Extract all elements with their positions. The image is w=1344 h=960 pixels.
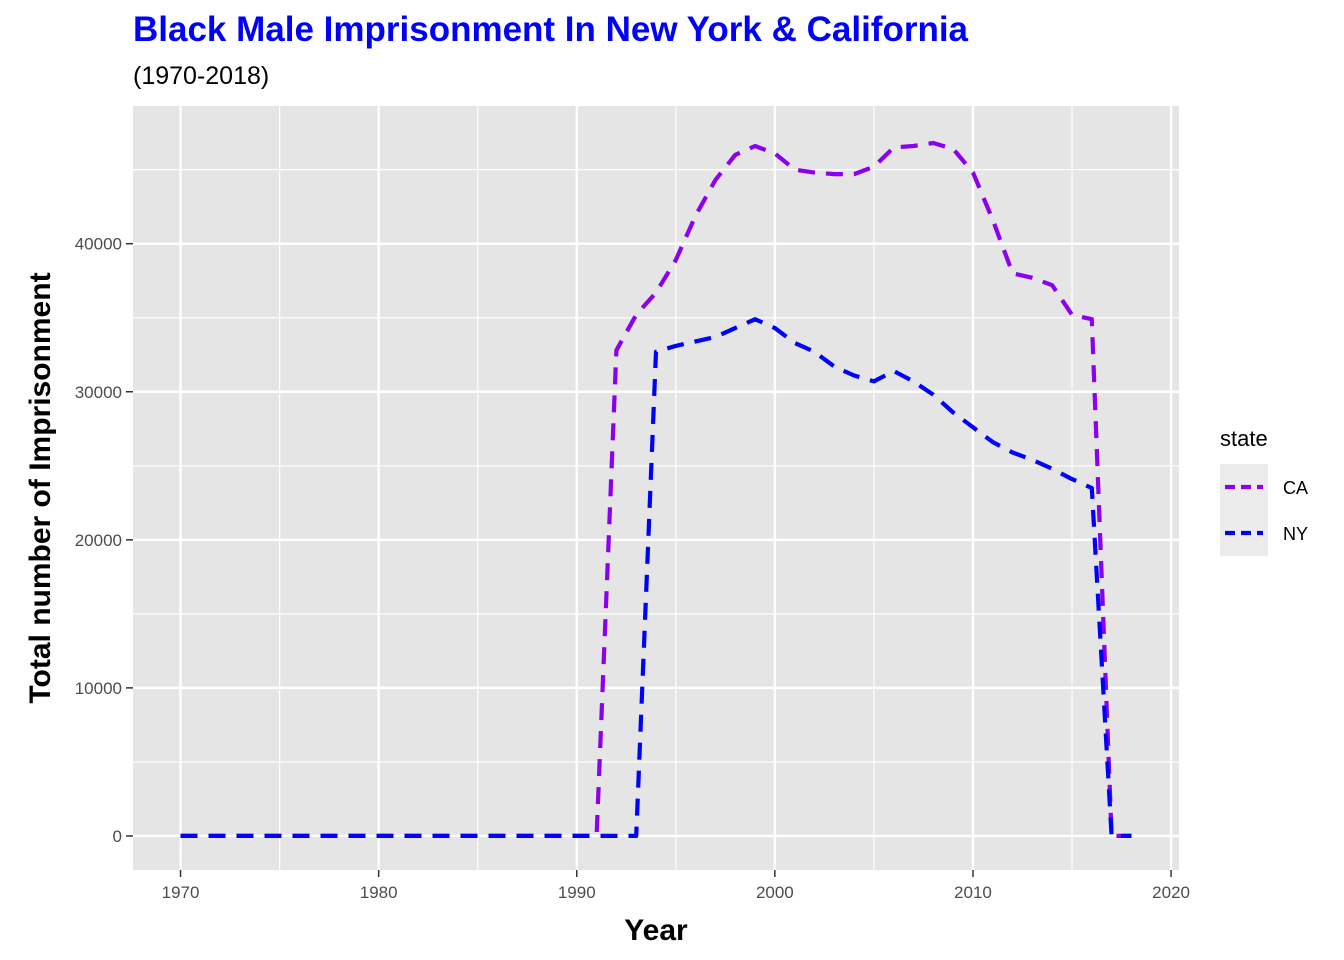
x-axis-title: Year — [624, 914, 688, 947]
plot-panel — [133, 106, 1179, 870]
x-tick-label: 2010 — [954, 883, 992, 902]
y-tick-label: 40000 — [75, 235, 122, 254]
x-tick-label: 2000 — [756, 883, 794, 902]
x-tick-label: 1990 — [558, 883, 596, 902]
y-axis-ticks: 0 10000 20000 30000 40000 — [75, 235, 133, 846]
chart-subtitle: (1970-2018) — [133, 62, 270, 90]
x-tick-label: 1970 — [162, 883, 200, 902]
legend-label-ny: NY — [1283, 524, 1308, 544]
y-tick-label: 30000 — [75, 383, 122, 402]
x-tick-label: 1980 — [360, 883, 398, 902]
legend-title: state — [1220, 426, 1268, 451]
series-layer — [180, 140, 1132, 839]
x-axis-ticks: 1970 1980 1990 2000 2010 2020 — [162, 870, 1190, 902]
series-line-ca — [180, 140, 1132, 839]
minor-gridlines — [133, 106, 1179, 870]
y-axis-title: Total number of Imprisonment — [24, 272, 57, 703]
y-tick-label: 0 — [113, 827, 122, 846]
x-tick-label: 2020 — [1152, 883, 1190, 902]
major-gridlines — [133, 106, 1179, 870]
series-line-ny — [180, 317, 1132, 839]
chart-title: Black Male Imprisonment In New York & Ca… — [133, 10, 969, 49]
legend-label-ca: CA — [1283, 478, 1308, 498]
legend: state CA NY — [1220, 426, 1308, 556]
y-tick-label: 20000 — [75, 531, 122, 550]
y-tick-label: 10000 — [75, 679, 122, 698]
